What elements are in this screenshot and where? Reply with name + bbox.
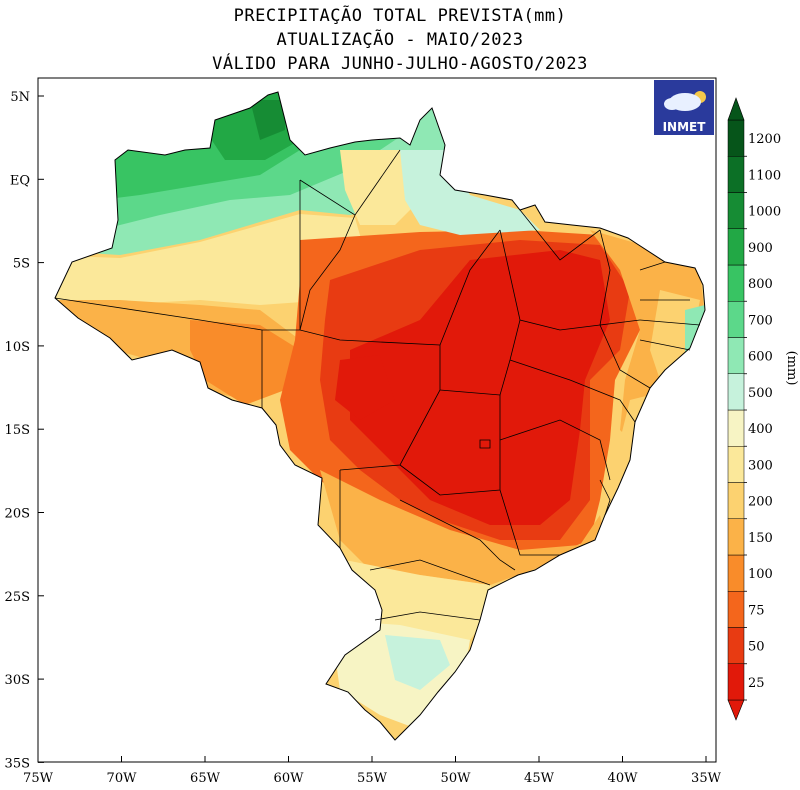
colorbar-segment — [727, 373, 745, 411]
map-title-line-3: VÁLIDO PARA JUNHO-JULHO-AGOSTO/2023 — [212, 54, 588, 74]
inmet-logo: INMET — [654, 80, 714, 135]
colorbar-level-label: 1000 — [748, 205, 781, 220]
colorbar-segment — [727, 156, 745, 193]
lon-tick-label: 65W — [190, 771, 221, 786]
colorbar-segment — [727, 446, 745, 483]
colorbar-segment — [727, 591, 745, 628]
colorbar-segment — [727, 554, 745, 592]
colorbar-segment — [727, 119, 745, 157]
colorbar-segment — [727, 192, 745, 229]
state-borders — [54, 149, 701, 621]
lon-tick-label: 45W — [524, 771, 555, 786]
map-title-line-1: PRECIPITAÇÃO TOTAL PREVISTA(mm) — [233, 6, 567, 26]
lon-tick-label: 40W — [608, 771, 639, 786]
colorbar-segment — [727, 228, 745, 266]
colorbar-level-label: 600 — [748, 350, 773, 365]
lat-tick-label: 35S — [5, 756, 30, 771]
colorbar-unit-label: (mm) — [784, 351, 799, 386]
lat-tick-label: 20S — [5, 507, 30, 522]
colorbar-level-label: 400 — [748, 422, 773, 437]
colorbar-segment — [727, 482, 745, 519]
inmet-logo-text: INMET — [663, 120, 707, 134]
lon-tick-label: 35W — [691, 771, 722, 786]
lon-tick-label: 60W — [274, 771, 305, 786]
colorbar-level-label: 200 — [748, 495, 773, 510]
lon-tick-label: 75W — [23, 771, 54, 786]
colorbar-segment — [727, 627, 745, 664]
lat-tick-label: 15S — [5, 423, 30, 438]
colorbar-level-label: 75 — [748, 603, 765, 618]
colorbar-level-label: 150 — [748, 531, 773, 546]
colorbar-level-label: 1100 — [748, 168, 781, 183]
lat-tick-label: 10S — [5, 340, 30, 355]
colorbar-level-label: 900 — [748, 241, 773, 256]
colorbar-high-arrow — [727, 97, 745, 121]
colorbar-low-arrow — [727, 699, 745, 721]
lat-tick-label: 5S — [13, 257, 30, 272]
colorbar-level-label: 50 — [748, 640, 765, 655]
lon-tick-label: 55W — [357, 771, 388, 786]
colorbar-segment — [727, 409, 745, 447]
colorbar-segment — [727, 264, 745, 302]
lat-tick-label: EQ — [10, 173, 30, 188]
colorbar-segment — [727, 518, 745, 556]
colorbar-level-label: 100 — [748, 567, 773, 582]
colorbar-level-label: 500 — [748, 386, 773, 401]
lon-tick-label: 50W — [441, 771, 472, 786]
lat-tick-label: 30S — [5, 673, 30, 688]
colorbar-level-label: 25 — [748, 676, 765, 691]
colorbar-segment — [727, 663, 745, 701]
lon-tick-label: 70W — [107, 771, 138, 786]
colorbar-segment — [727, 301, 745, 338]
lat-tick-label: 5N — [10, 90, 30, 105]
colorbar-segment — [727, 337, 745, 374]
longitude-axis: 75W 70W 65W 60W 55W 50W 45W 40W 35W — [23, 756, 722, 786]
colorbar: 25 50 75 100 150 200 300 400 500 600 700 800 900 1000… — [727, 97, 781, 721]
latitude-axis: 5N EQ 5S 10S 15S 20S 25S 30S 35S — [5, 90, 44, 771]
colorbar-level-label: 300 — [748, 458, 773, 473]
colorbar-level-label: 800 — [748, 277, 773, 292]
lat-tick-label: 25S — [5, 590, 30, 605]
map-title-line-2: ATUALIZAÇÃO - MAIO/2023 — [276, 30, 524, 50]
colorbar-level-label: 700 — [748, 313, 773, 328]
colorbar-level-label: 1200 — [748, 132, 781, 147]
